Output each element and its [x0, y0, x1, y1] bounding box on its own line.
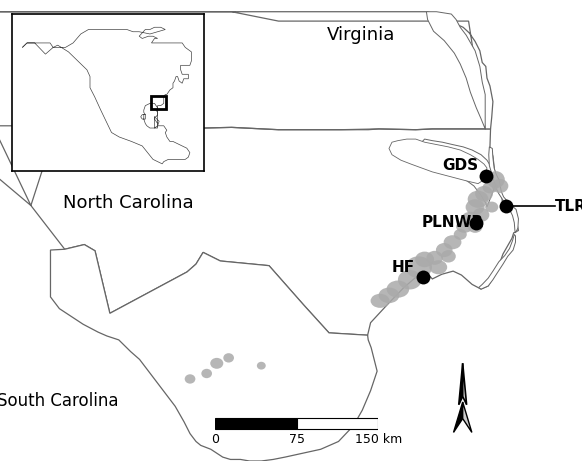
Text: 0: 0 — [211, 433, 219, 446]
Point — [481, 172, 491, 179]
Polygon shape — [427, 12, 485, 129]
Ellipse shape — [473, 208, 489, 222]
Text: 150 km: 150 km — [354, 433, 402, 446]
Ellipse shape — [436, 243, 453, 257]
Text: South Carolina: South Carolina — [0, 392, 119, 410]
Ellipse shape — [466, 199, 485, 215]
Polygon shape — [463, 402, 472, 432]
Text: GDS: GDS — [442, 158, 478, 173]
Polygon shape — [489, 147, 519, 233]
Ellipse shape — [210, 358, 223, 369]
Text: HF: HF — [392, 260, 415, 275]
Ellipse shape — [443, 235, 462, 249]
Bar — [215, 418, 297, 430]
Ellipse shape — [201, 369, 212, 378]
Ellipse shape — [371, 294, 389, 308]
Ellipse shape — [398, 270, 421, 290]
Polygon shape — [453, 402, 463, 432]
Ellipse shape — [257, 362, 266, 370]
Ellipse shape — [468, 220, 482, 233]
Ellipse shape — [386, 280, 409, 298]
Polygon shape — [478, 234, 516, 289]
Polygon shape — [0, 12, 493, 129]
Polygon shape — [22, 27, 191, 164]
Polygon shape — [389, 139, 487, 183]
Ellipse shape — [415, 252, 434, 267]
Ellipse shape — [487, 171, 505, 188]
Text: TLRP: TLRP — [555, 199, 582, 214]
Point — [501, 202, 510, 210]
Ellipse shape — [430, 260, 447, 274]
Point — [418, 274, 428, 281]
Ellipse shape — [379, 288, 399, 303]
Ellipse shape — [456, 220, 473, 233]
Ellipse shape — [475, 186, 493, 201]
Polygon shape — [421, 139, 496, 207]
Ellipse shape — [405, 256, 432, 278]
Ellipse shape — [492, 179, 508, 193]
Ellipse shape — [468, 191, 488, 208]
Point — [471, 219, 481, 226]
Polygon shape — [0, 126, 519, 335]
Ellipse shape — [223, 353, 234, 362]
Polygon shape — [459, 363, 463, 405]
Ellipse shape — [482, 182, 498, 193]
Ellipse shape — [184, 374, 196, 384]
Text: PLNWR: PLNWR — [421, 215, 484, 230]
Text: Virginia: Virginia — [327, 25, 395, 44]
Text: North Carolina: North Carolina — [63, 194, 193, 212]
Bar — [297, 418, 378, 430]
Polygon shape — [463, 363, 467, 405]
Text: 75: 75 — [289, 433, 305, 446]
Ellipse shape — [485, 201, 498, 213]
Ellipse shape — [441, 250, 456, 262]
Bar — [151, 96, 166, 109]
Polygon shape — [51, 245, 377, 461]
Ellipse shape — [427, 251, 443, 265]
Ellipse shape — [462, 212, 479, 226]
Ellipse shape — [454, 229, 467, 240]
